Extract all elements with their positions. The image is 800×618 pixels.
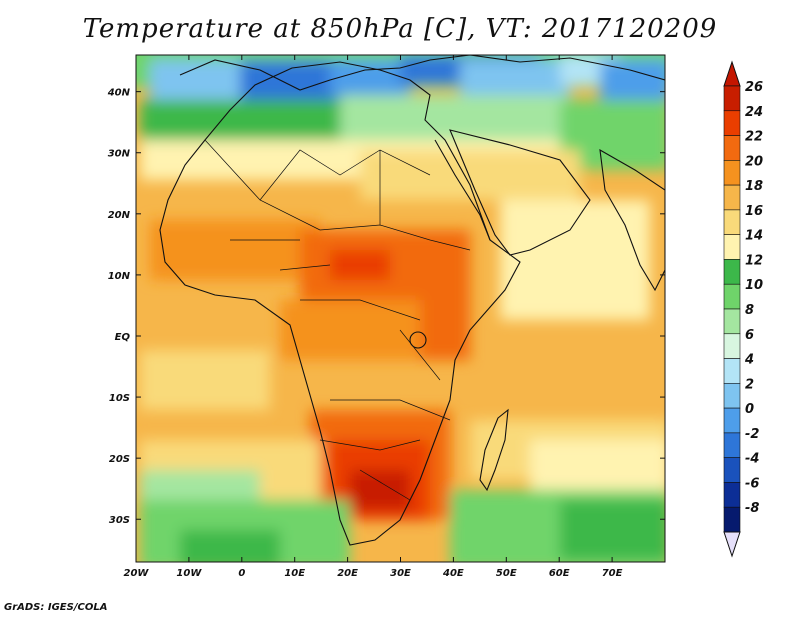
colorbar-label: 0 [745, 402, 754, 417]
colorbar-swatch [723, 85, 741, 112]
y-tick-label: 20S [109, 454, 130, 465]
colorbar-label: 24 [745, 105, 763, 120]
colorbar-swatch [723, 457, 741, 483]
credit-text: GrADS: IGES/COLA [4, 602, 108, 613]
colorbar-swatch [723, 506, 741, 533]
temperature-field [136, 55, 665, 562]
colorbar-label: 10 [745, 278, 763, 293]
y-tick-label: 30S [109, 515, 130, 526]
colorbar-label: 20 [745, 154, 763, 169]
colorbar-swatch [723, 482, 741, 508]
colorbar-swatch [723, 234, 741, 260]
africa-coastline [159, 61, 521, 546]
madagascar [479, 408, 509, 492]
country-borders [204, 139, 471, 501]
colorbar-label: 14 [745, 229, 763, 244]
lake-victoria [409, 331, 427, 349]
colorbar-swatch [723, 333, 741, 359]
colorbar-label: 16 [745, 204, 763, 219]
colorbar-swatch [723, 110, 741, 136]
india-coastline [599, 148, 665, 292]
colorbar-swatch [723, 283, 741, 310]
colorbar-swatch [723, 407, 741, 434]
colorbar-label: 4 [744, 353, 754, 368]
colorbar-swatch [723, 135, 741, 161]
coastlines [159, 55, 665, 546]
colorbar-label: 26 [745, 80, 763, 95]
colorbar-over-triangle [723, 60, 741, 87]
colorbar-swatch [723, 259, 741, 285]
arabian-peninsula [449, 129, 591, 256]
colorbar-label: 12 [745, 253, 763, 268]
europe-coast [179, 55, 665, 91]
x-tick-label: 70E [602, 568, 623, 579]
y-tick-label: 40N [107, 88, 131, 99]
colorbar-swatch [723, 308, 741, 335]
colorbar-swatch [723, 383, 741, 409]
x-tick-label: 30E [390, 568, 411, 579]
x-tick-label: 10E [284, 568, 305, 579]
colorbar-label: -2 [745, 427, 759, 442]
colorbar-under-triangle [723, 531, 741, 558]
y-tick-label: EQ [115, 332, 131, 343]
y-tick-label: 10N [108, 271, 131, 282]
colorbar-label: -4 [745, 452, 759, 467]
colorbar-swatch [723, 358, 741, 384]
x-tick-label: 50E [496, 568, 517, 579]
x-tick-label: 0 [238, 568, 245, 579]
red-sea [434, 139, 491, 241]
y-tick-label: 10S [109, 393, 130, 404]
colorbar-label: 6 [745, 328, 754, 343]
y-axis: 40N 30N 20N 10N EQ 10S 20S 30S [107, 88, 665, 526]
colorbar-label: 18 [745, 179, 763, 194]
y-tick-label: 20N [108, 210, 131, 221]
colorbar-label: -8 [745, 501, 759, 516]
colorbar-label: -6 [745, 476, 759, 491]
x-tick-label: 10W [176, 568, 202, 579]
colorbar-label: 2 [745, 377, 754, 392]
x-tick-label: 40E [442, 568, 464, 579]
colorbar-swatch [723, 160, 741, 186]
colorbar-swatch [723, 184, 741, 211]
x-tick-label: 60E [549, 568, 570, 579]
colorbar-swatch [723, 432, 741, 458]
x-axis: 20W 10W 0 10E 20E 30E 40E 50E 60E 70E [124, 55, 623, 579]
colorbar-label: 22 [745, 130, 763, 145]
colorbar-label: 8 [745, 303, 754, 318]
x-tick-label: 20W [124, 568, 150, 579]
y-tick-label: 30N [108, 149, 131, 160]
x-tick-label: 20E [337, 568, 358, 579]
colorbar-swatch [723, 209, 741, 235]
chart-title: Temperature at 850hPa [C], VT: 201712020… [82, 14, 718, 44]
